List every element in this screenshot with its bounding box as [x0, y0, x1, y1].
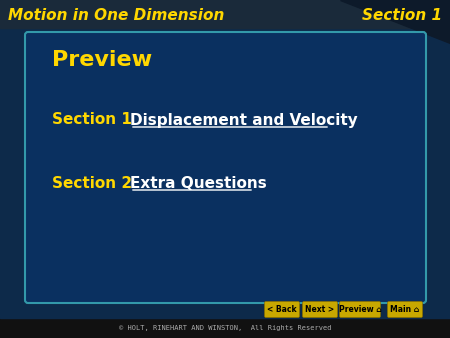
Bar [0, 318, 450, 338]
Polygon shape [340, 0, 450, 43]
Text: Next >: Next > [306, 305, 334, 314]
FancyBboxPatch shape [265, 301, 300, 317]
FancyBboxPatch shape [339, 301, 381, 317]
Text: © HOLT, RINEHART AND WINSTON,  All Rights Reserved: © HOLT, RINEHART AND WINSTON, All Rights… [119, 325, 331, 331]
Text: Displacement and Velocity: Displacement and Velocity [130, 113, 358, 127]
Text: Main ⌂: Main ⌂ [391, 305, 419, 314]
Text: Preview ⌂: Preview ⌂ [338, 305, 382, 314]
FancyBboxPatch shape [302, 301, 338, 317]
FancyBboxPatch shape [387, 301, 423, 317]
Text: Section 1: Section 1 [362, 8, 442, 24]
Text: < Back: < Back [267, 305, 297, 314]
Text: Section 2: Section 2 [52, 175, 143, 191]
FancyBboxPatch shape [25, 32, 426, 303]
Text: Preview: Preview [52, 50, 152, 70]
Bar [0, 0, 450, 28]
Text: Section 1: Section 1 [52, 113, 142, 127]
Bar [0, 300, 450, 318]
Text: Extra Questions: Extra Questions [130, 175, 267, 191]
Text: Motion in One Dimension: Motion in One Dimension [8, 8, 225, 24]
